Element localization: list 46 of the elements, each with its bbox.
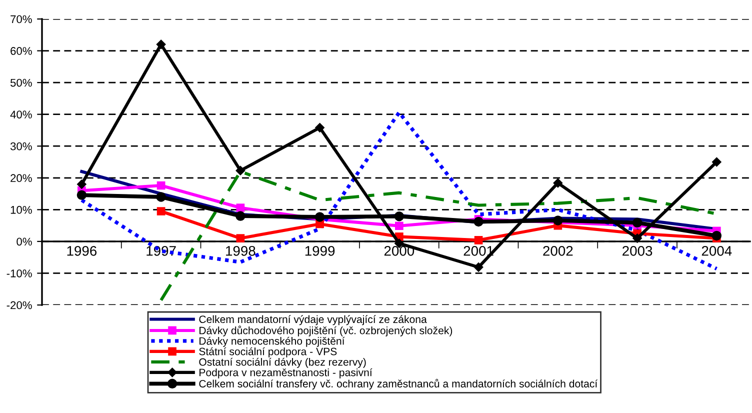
point — [314, 212, 325, 222]
point — [553, 178, 563, 188]
legend-label: Celkem sociální transfery vč. ochrany zaměstnanců a mandatorních sociálních dotací — [199, 378, 598, 390]
point — [236, 234, 245, 242]
x-tick-label: 1998 — [226, 246, 256, 256]
point — [156, 192, 166, 202]
x-tick-label: 2002 — [543, 246, 573, 256]
point — [553, 216, 563, 226]
y-tick-label: 10% — [10, 206, 32, 214]
point — [712, 230, 722, 241]
legend-label: Dávky nemocenského pojištění — [200, 336, 345, 347]
x-tick-label: 1996 — [67, 246, 97, 256]
y-tick-label: 30% — [10, 142, 32, 150]
y-tick-label: -10% — [6, 269, 32, 278]
x-tick-label: 2003 — [622, 246, 652, 256]
x-tick-label: 2004 — [702, 246, 732, 256]
point — [156, 40, 166, 50]
y-tick-label: 20% — [10, 174, 32, 182]
y-tick-label: -20% — [6, 301, 32, 310]
legend-label: Podpora v nezaměstnanosti - pasivní — [200, 368, 372, 378]
point — [712, 157, 722, 167]
point — [395, 222, 404, 230]
legend-label: Dávky důchodového pojištění (vč. ozbrojených složek) — [200, 326, 452, 336]
point — [76, 190, 87, 200]
point — [474, 236, 483, 244]
point — [77, 180, 86, 189]
point — [236, 166, 246, 176]
y-tick-label: 0% — [16, 238, 32, 246]
legend-label: Státní sociální podpora - VPS — [199, 347, 337, 358]
y-tick-label: 40% — [10, 110, 32, 118]
y-tick-label: 50% — [10, 78, 32, 87]
y-tick-label: 70% — [10, 15, 32, 24]
point — [474, 216, 484, 227]
point — [632, 218, 642, 228]
y-tick-label: 60% — [10, 47, 32, 55]
point — [474, 262, 484, 272]
legend-label: Ostatní sociální dávky (bez rezervy) — [199, 358, 366, 368]
legend-label: Celkem mandatorní výdaje vyplývající ze zákona — [199, 315, 427, 326]
x-tick-label: 1999 — [305, 246, 335, 256]
point — [156, 207, 166, 216]
point — [236, 204, 245, 212]
point — [236, 211, 246, 221]
point — [315, 123, 324, 132]
point — [632, 234, 642, 243]
point — [394, 211, 404, 222]
point — [156, 181, 166, 190]
